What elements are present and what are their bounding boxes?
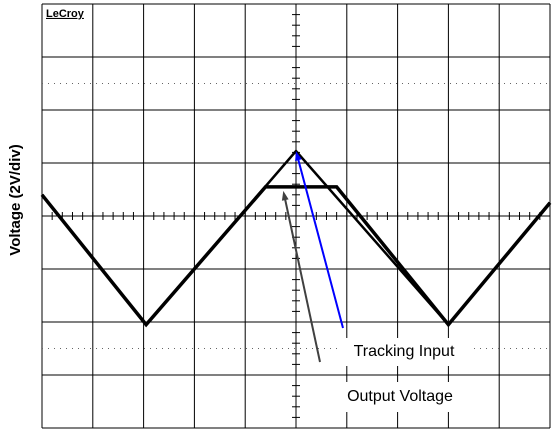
arrow-head [295, 151, 302, 162]
brand-box [43, 5, 87, 22]
y-axis-label: Voltage (2V/div) [7, 144, 24, 255]
brand: LeCroy [46, 8, 85, 20]
label-box [328, 382, 472, 412]
arrow [296, 154, 344, 329]
series-label: Output Voltage [347, 388, 453, 405]
series-label: Tracking Input [354, 343, 455, 360]
label-box [337, 338, 471, 366]
annotations: Tracking Input Output Voltage [281, 151, 472, 412]
arrow [283, 194, 321, 363]
arrow-head [281, 190, 289, 201]
trace [40, 185, 552, 328]
grid [41, 3, 551, 429]
